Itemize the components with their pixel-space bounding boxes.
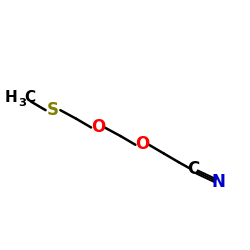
Text: S: S <box>47 101 59 119</box>
Text: C: C <box>187 160 199 178</box>
Text: C: C <box>24 90 35 105</box>
Text: 3: 3 <box>18 98 26 108</box>
Text: N: N <box>212 173 226 191</box>
Text: O: O <box>91 118 105 136</box>
Text: O: O <box>135 135 150 153</box>
Text: H: H <box>4 90 17 105</box>
